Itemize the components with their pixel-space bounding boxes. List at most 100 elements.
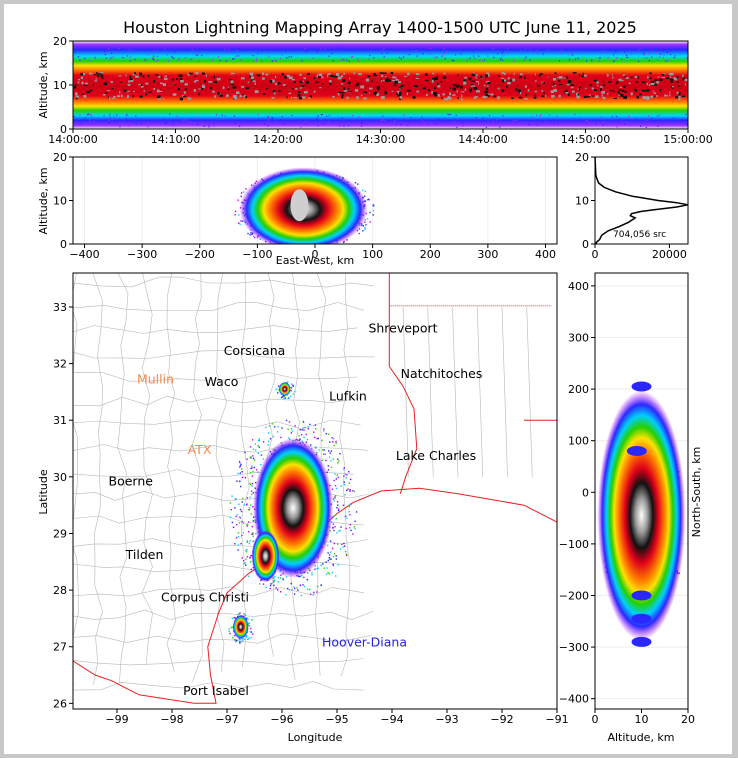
lightning-source: [245, 634, 248, 637]
lightning-source: [293, 593, 296, 595]
time-altitude-source: [133, 90, 135, 93]
time-altitude-source: [103, 115, 105, 117]
lightning-source: [310, 444, 312, 446]
lightning-source: [245, 564, 247, 566]
time-altitude-source: [321, 82, 323, 85]
time-altitude-source: [145, 82, 149, 85]
lightning-source: [342, 504, 345, 507]
time-altitude-source: [203, 80, 206, 83]
lightning-source: [290, 383, 293, 385]
time-altitude-source: [556, 77, 561, 79]
time-altitude-source: [281, 54, 283, 56]
time-altitude-source: [252, 80, 256, 82]
time-altitude-source: [116, 95, 121, 98]
lightning-source: [258, 438, 260, 440]
time-altitude-source: [672, 117, 675, 120]
time-altitude-source: [343, 90, 348, 92]
time-altitude-source: [549, 120, 551, 123]
time-altitude-source: [667, 59, 670, 61]
time-altitude-source: [154, 50, 156, 52]
time-altitude-source: [113, 115, 115, 117]
time-altitude-source: [129, 79, 134, 82]
lightning-source: [248, 482, 251, 485]
time-altitude-source: [607, 56, 609, 59]
time-altitude-source: [580, 48, 583, 51]
time-altitude-source: [320, 113, 323, 116]
time-altitude-source: [678, 98, 681, 101]
lightning-source: [265, 426, 267, 428]
lightning-source: [241, 476, 244, 479]
time-altitude-source: [519, 73, 523, 76]
time-altitude-source: [453, 124, 455, 126]
time-altitude-source: [631, 51, 633, 53]
time-altitude-source: [142, 75, 145, 78]
time-altitude-source: [286, 96, 288, 99]
time-altitude-source: [89, 72, 93, 75]
lightning-source: [253, 459, 256, 461]
time-altitude-source: [472, 50, 474, 52]
time-altitude-source: [571, 54, 574, 56]
county-boundary: [191, 273, 203, 682]
time-altitude-source: [265, 73, 269, 76]
time-altitude-source: [305, 121, 307, 123]
time-altitude-source: [490, 93, 494, 96]
time-altitude-ytick-label: 10: [53, 79, 67, 92]
time-altitude-source: [82, 72, 86, 76]
time-altitude-source: [233, 58, 235, 60]
time-altitude-source: [397, 94, 401, 97]
time-altitude-source: [529, 48, 531, 50]
ew-altitude-source: [362, 229, 364, 232]
time-altitude-source: [671, 121, 673, 123]
lightning-source: [250, 513, 252, 515]
time-altitude-source: [618, 92, 621, 96]
time-altitude-source: [686, 78, 688, 80]
lightning-source: [243, 638, 246, 640]
time-altitude-source: [534, 94, 536, 96]
time-altitude-source: [125, 118, 127, 120]
time-altitude-source: [617, 94, 621, 96]
time-altitude-source: [78, 78, 81, 81]
time-altitude-source: [421, 116, 423, 118]
time-altitude-source: [303, 91, 308, 94]
time-altitude-source: [669, 53, 672, 56]
time-altitude-source: [369, 54, 371, 57]
altitude-ns-ytick-label: −300: [559, 641, 589, 654]
lightning-source: [279, 591, 282, 593]
lightning-source: [249, 631, 251, 633]
time-altitude-source: [300, 126, 302, 128]
lightning-source: [265, 586, 267, 588]
time-altitude-source: [476, 73, 478, 77]
lightning-source: [262, 458, 265, 460]
time-altitude-source: [454, 54, 457, 56]
state-boundary: [388, 273, 418, 494]
lightning-source: [247, 618, 249, 620]
lightning-source: [288, 437, 290, 439]
time-altitude-source: [385, 78, 389, 82]
lightning-source: [349, 514, 351, 516]
time-altitude-source: [684, 78, 688, 82]
ew-altitude-source: [358, 232, 360, 235]
time-altitude-source: [539, 73, 543, 75]
lightning-source: [313, 431, 315, 433]
time-altitude-source: [236, 49, 238, 51]
time-altitude-source: [188, 72, 193, 75]
time-altitude-source: [232, 58, 234, 60]
time-altitude-source: [540, 114, 542, 116]
time-altitude-source: [583, 74, 588, 77]
time-altitude-source: [165, 122, 167, 124]
time-altitude-source: [309, 95, 312, 98]
lightning-source: [343, 542, 345, 545]
time-altitude-source: [480, 75, 483, 78]
lightning-source: [316, 568, 318, 570]
lightning-source: [331, 547, 334, 550]
time-altitude-source: [655, 52, 657, 54]
time-altitude-source: [596, 85, 599, 87]
lightning-source: [333, 479, 335, 482]
lightning-source: [252, 492, 255, 494]
time-altitude-source: [657, 59, 659, 61]
time-altitude-source: [598, 60, 600, 62]
lightning-source: [302, 420, 304, 423]
time-altitude-source: [227, 86, 230, 88]
time-altitude-source: [79, 123, 81, 125]
time-altitude-source: [194, 80, 197, 83]
